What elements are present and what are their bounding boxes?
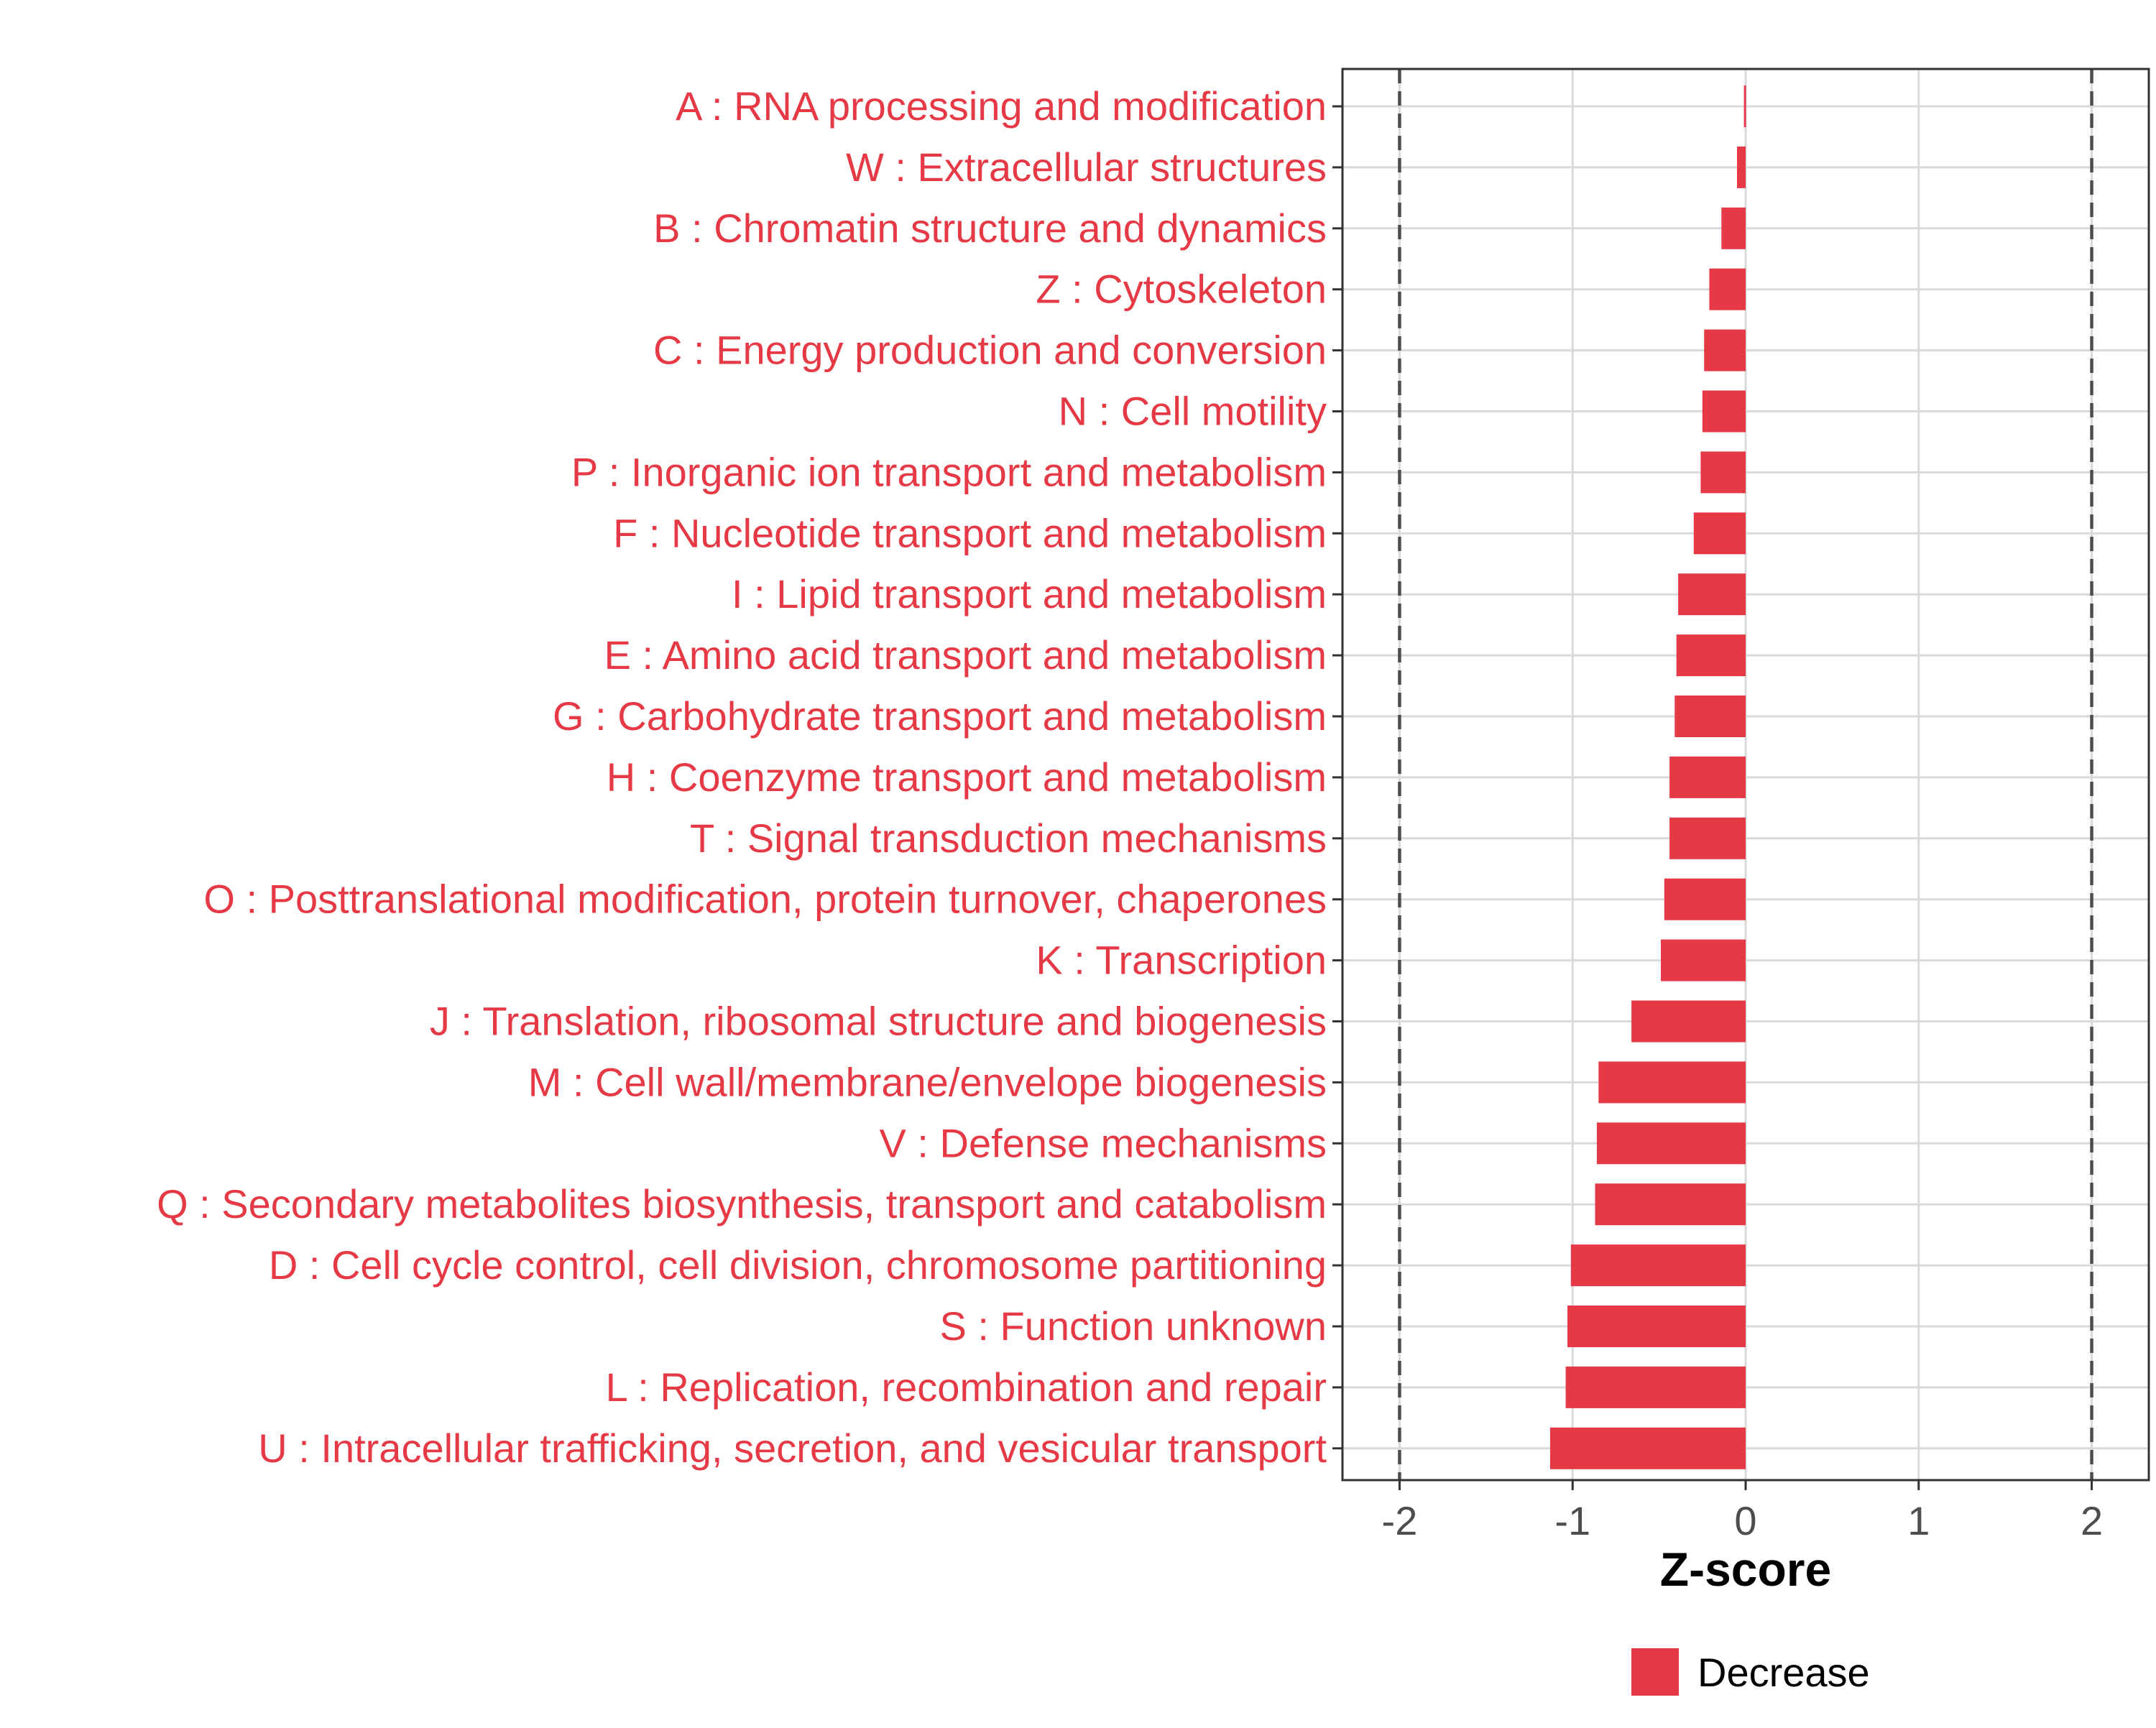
y-tick-label: G : Carbohydrate transport and metabolis… <box>553 693 1327 739</box>
bar <box>1700 451 1746 494</box>
bar <box>1567 1306 1746 1347</box>
label-layer: A : RNA processing and modification W : E… <box>157 83 2103 1596</box>
x-tick-label: 1 <box>1907 1498 1930 1543</box>
x-tick-label: 0 <box>1734 1498 1756 1543</box>
y-tick-label: U : Intracellular trafficking, secretion… <box>258 1426 1327 1471</box>
y-tick-label: O : Posttranslational modification, prot… <box>203 877 1327 922</box>
y-tick-label: A : RNA processing and modification <box>676 83 1327 129</box>
bar <box>1676 634 1746 677</box>
legend-label: Decrease <box>1697 1650 1870 1695</box>
x-tick-label: -2 <box>1382 1498 1418 1543</box>
bar <box>1598 1061 1746 1104</box>
bar <box>1664 878 1746 920</box>
bar <box>1565 1366 1746 1408</box>
y-tick-label: W : Extracellular structures <box>846 144 1327 190</box>
y-tick-label: N : Cell motility <box>1059 389 1327 434</box>
y-tick-label: E : Amino acid transport and metabolism <box>604 632 1327 678</box>
y-tick-label: D : Cell cycle control, cell division, c… <box>269 1242 1327 1288</box>
y-tick-label: H : Coenzyme transport and metabolism <box>607 754 1327 800</box>
y-tick-label: S : Function unknown <box>939 1303 1327 1349</box>
bar <box>1709 268 1746 310</box>
legend-layer: Decrease <box>1631 1648 1870 1696</box>
bar <box>1721 207 1746 249</box>
y-tick-label: M : Cell wall/membrane/envelope biogenes… <box>528 1059 1327 1104</box>
y-tick-label: V : Defense mechanisms <box>880 1120 1327 1165</box>
y-tick-label: P : Inorganic ion transport and metaboli… <box>571 449 1327 494</box>
bar <box>1631 1000 1746 1043</box>
bar <box>1669 756 1746 798</box>
bar <box>1736 146 1746 188</box>
bar-layer <box>1549 86 1746 1469</box>
y-tick-label: Q : Secondary metabolites biosynthesis, … <box>157 1181 1327 1226</box>
y-tick-label: K : Transcription <box>1036 938 1327 983</box>
x-tick-label: 2 <box>2081 1498 2103 1543</box>
bar <box>1661 939 1746 981</box>
bar <box>1669 817 1746 859</box>
bar <box>1595 1183 1746 1226</box>
bar <box>1549 1427 1746 1469</box>
y-tick-label: T : Signal transduction mechanisms <box>690 816 1327 861</box>
x-tick-label: -1 <box>1554 1498 1590 1543</box>
bar <box>1693 512 1746 555</box>
bar <box>1570 1244 1746 1287</box>
y-tick-label: I : Lipid transport and metabolism <box>732 571 1327 616</box>
bar <box>1704 329 1746 371</box>
y-tick-label: L : Replication, recombination and repai… <box>606 1364 1327 1410</box>
y-tick-label: F : Nucleotide transport and metabolism <box>613 510 1327 555</box>
legend-swatch <box>1631 1648 1679 1696</box>
bar <box>1678 573 1746 616</box>
bar <box>1743 86 1746 127</box>
axis-layer <box>1332 68 2150 1490</box>
bar <box>1674 696 1746 737</box>
y-tick-label: J : Translation, ribosomal structure and… <box>430 999 1327 1044</box>
bar <box>1596 1122 1746 1165</box>
x-axis-title: Z-score <box>1660 1543 1831 1596</box>
bar <box>1702 390 1746 433</box>
y-tick-label: C : Energy production and conversion <box>653 328 1327 373</box>
y-tick-label: B : Chromatin structure and dynamics <box>653 205 1327 251</box>
y-tick-label: Z : Cytoskeleton <box>1036 267 1327 312</box>
